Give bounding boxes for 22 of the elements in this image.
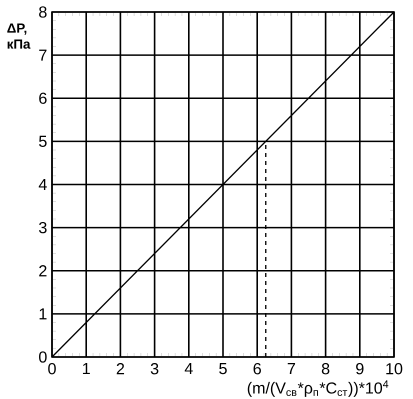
y-tick-label: 3	[39, 222, 47, 234]
x-tick-label: 6	[254, 363, 261, 374]
y-tick-label: 8	[39, 6, 47, 18]
x-tick-label: 7	[288, 363, 296, 374]
x-tick-label: 9	[356, 363, 364, 374]
x-tick-label: 8	[322, 363, 330, 374]
y-tick-label: 7	[39, 50, 46, 61]
x-tick-label: 5	[219, 363, 227, 374]
y-tick-label: 4	[38, 179, 47, 190]
x-axis-title: (m/(V$_{св}$*ρ$_{п}$*C$_{ст}$))*10$^{4}$	[248, 380, 388, 397]
x-tick-label: 2	[116, 363, 124, 374]
y-tick-label: 6	[39, 92, 47, 104]
y-axis-title: ΔP, кПа	[7, 24, 31, 49]
x-tick-label: 3	[150, 363, 158, 374]
y-tick-label: 1	[40, 308, 47, 320]
x-tick-label: 1	[82, 363, 90, 374]
y-tick-label: 2	[39, 265, 46, 276]
x-tick-label: 4	[184, 363, 193, 374]
y-tick-label: 0	[39, 351, 47, 363]
y-tick-label: 5	[39, 136, 47, 147]
x-tick-label: 10	[386, 363, 402, 374]
x-tick-label: 0	[48, 363, 56, 374]
